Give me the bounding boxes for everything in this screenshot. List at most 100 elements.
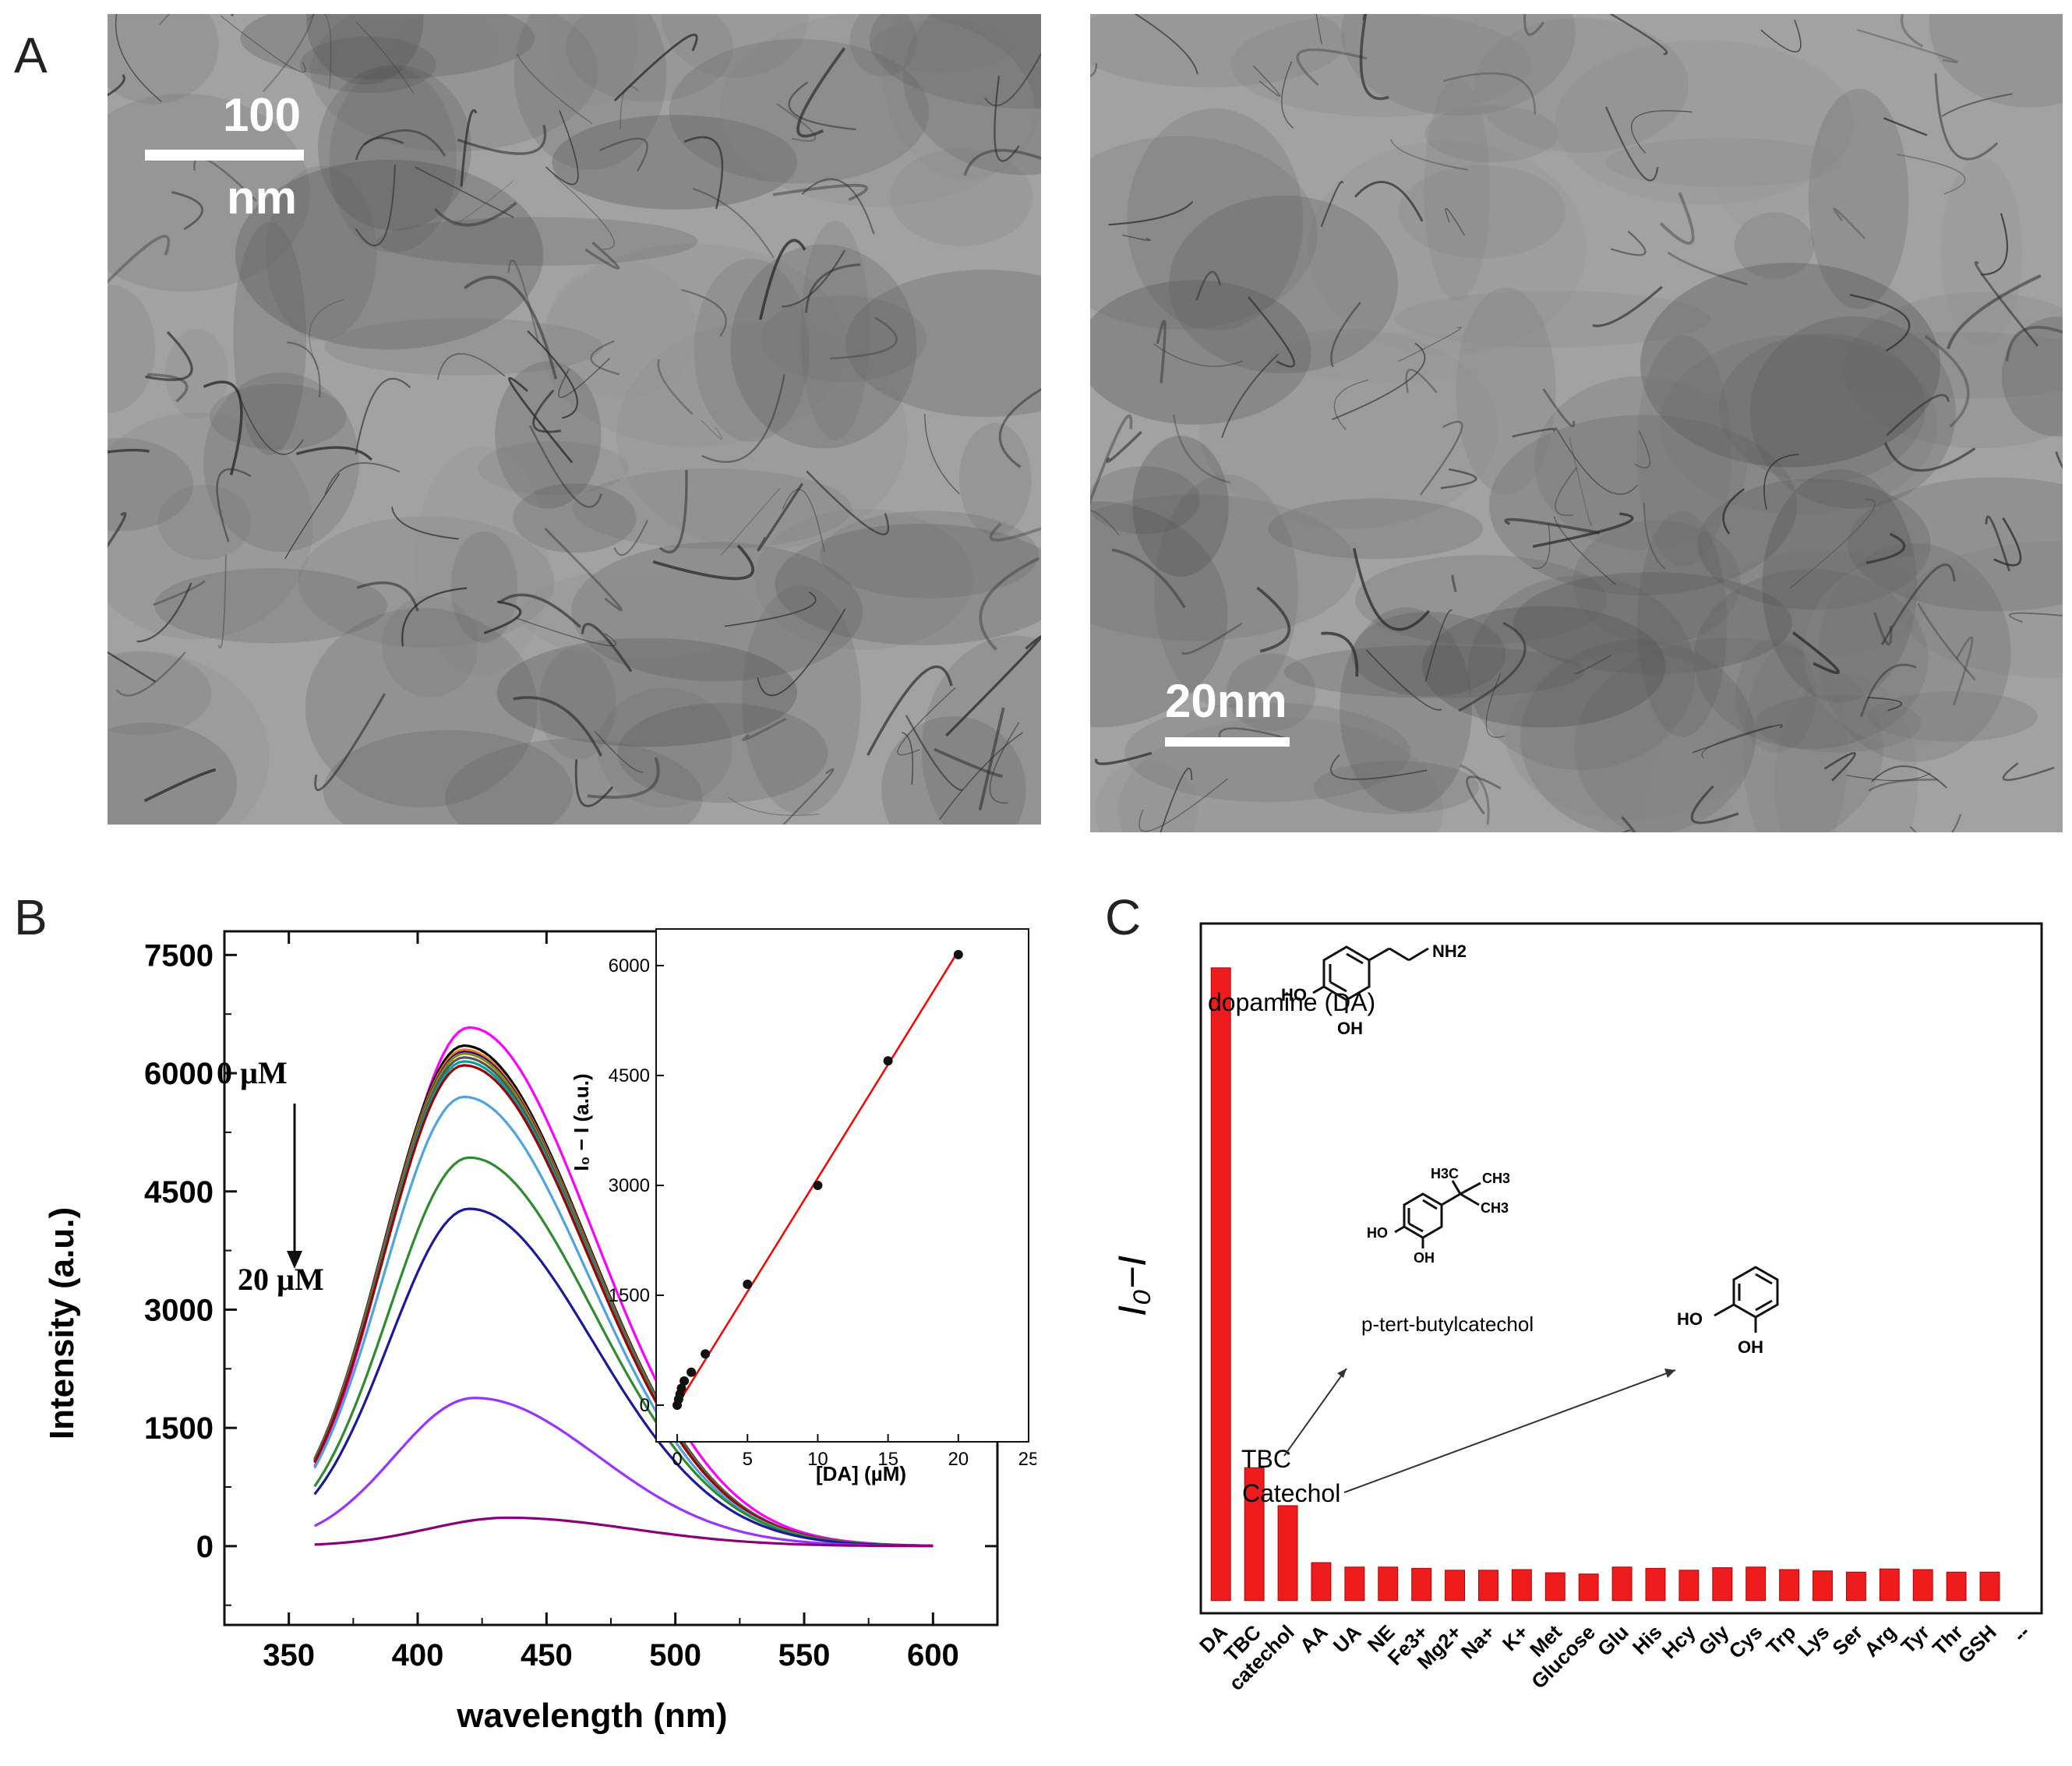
inset-y-tick-label: 6000: [609, 955, 650, 977]
tem-micrograph-left: 100 nm: [108, 14, 1041, 825]
micrograph-wrinkle: [613, 34, 698, 102]
micrograph-wrinkle: [217, 554, 227, 649]
micrograph-wrinkle: [1523, 14, 1545, 36]
micrograph-wrinkle: [1985, 515, 2010, 572]
micrograph-wrinkle: [2005, 326, 2063, 362]
y-tick-label: 0: [196, 1530, 214, 1564]
inset-data-point: [883, 1056, 893, 1066]
x-tick-label: GSH: [1954, 1620, 2001, 1668]
micrograph-wrinkle: [1330, 754, 1428, 780]
arrow-tbc: [1283, 1368, 1347, 1457]
micrograph-wrinkle: [220, 15, 306, 73]
micrograph-wrinkle: [1592, 285, 1663, 327]
bar: [1611, 1566, 1633, 1602]
micrograph-flake: [538, 646, 616, 760]
tem-micrograph-right: 20nm: [1090, 14, 2063, 832]
micrograph-flake: [669, 39, 930, 184]
tem-texture-right: [1090, 14, 2063, 832]
micrograph-flake: [572, 468, 852, 549]
tbc-h3c: H3C: [1431, 1166, 1459, 1181]
micrograph-wrinkle: [1195, 270, 1222, 301]
micrograph-flake: [1868, 691, 2038, 742]
x-tick-label: 350: [263, 1638, 315, 1672]
micrograph-wrinkle: [924, 414, 960, 495]
micrograph-wrinkle: [2008, 612, 2063, 623]
micrograph-wrinkle: [1630, 110, 1693, 154]
micrograph-flake: [1901, 541, 2063, 678]
micrograph-wrinkle: [146, 373, 189, 403]
micrograph-wrinkle: [1980, 213, 2008, 276]
micrograph-flake: [1340, 607, 1472, 812]
inset-data-point: [679, 1376, 690, 1386]
micrograph-wrinkle: [1866, 532, 1906, 565]
micrograph-flake: [719, 14, 1035, 207]
micrograph-flake: [1848, 477, 2063, 612]
micrograph-wrinkle: [1789, 499, 1876, 589]
bar: [1478, 1570, 1498, 1602]
micrograph-flake: [1132, 436, 1229, 577]
micrograph-wrinkle: [1296, 48, 1368, 87]
micrograph-flake: [1424, 105, 1558, 163]
micrograph-wrinkle: [1531, 522, 1551, 570]
micrograph-wrinkle: [1886, 394, 1950, 436]
micrograph-wrinkle: [994, 76, 1020, 162]
micrograph-wrinkle: [657, 358, 694, 415]
bar: [1712, 1567, 1733, 1602]
arrow-tbc-head: [1337, 1369, 1347, 1378]
micrograph-wrinkle: [355, 378, 411, 455]
micrograph-wrinkle: [1569, 437, 1592, 526]
micrograph-flake: [1804, 556, 2012, 746]
micrograph-flake: [552, 115, 798, 210]
micrograph-flake: [324, 318, 603, 376]
bar: [1244, 1467, 1265, 1602]
x-tick-label: Tyr: [1896, 1620, 1933, 1658]
micrograph-wrinkle: [262, 14, 315, 93]
micrograph-wrinkle: [1314, 14, 1322, 44]
micrograph-wrinkle: [613, 520, 648, 556]
micrograph-flake: [1520, 639, 1756, 832]
micrograph-wrinkle: [1610, 230, 1647, 256]
micrograph-wrinkle: [1095, 751, 1152, 765]
micrograph-wrinkle: [558, 358, 610, 398]
micrograph-flake: [1398, 164, 1566, 259]
x-tick-label: 600: [907, 1638, 959, 1672]
micrograph-wrinkle: [324, 462, 401, 495]
arrow-catechol-head: [1664, 1369, 1675, 1378]
spectrum-line: [313, 1397, 934, 1548]
micrograph-flake: [298, 516, 555, 648]
c-y-axis-title: I₀−I: [1110, 1256, 1154, 1316]
micrograph-wrinkle: [934, 747, 1003, 779]
micrograph-flake: [1749, 316, 1956, 509]
micrograph-flake: [1637, 510, 1728, 737]
micrograph-flake: [1697, 479, 1931, 610]
y-tick-label: 4500: [144, 1175, 214, 1210]
micrograph-wrinkle: [720, 488, 781, 556]
micrograph-flake: [1693, 569, 1929, 749]
micrograph-wrinkle: [938, 732, 1023, 821]
bar: [1411, 1567, 1432, 1602]
micrograph-wrinkle: [1883, 117, 1928, 136]
micrograph-flake: [317, 65, 471, 231]
micrograph-flake: [1227, 653, 1316, 732]
micrograph-flake: [1308, 140, 1587, 355]
micrograph-wrinkle: [1320, 181, 1344, 228]
bar: [1779, 1569, 1800, 1602]
inset-data-point: [743, 1279, 753, 1289]
inset-data-point: [687, 1367, 697, 1377]
x-tick-label: 550: [778, 1638, 831, 1672]
micrograph-wrinkle: [1873, 612, 1893, 646]
micrograph-wrinkle: [574, 759, 614, 807]
micrograph-wrinkle: [1634, 430, 1650, 468]
micrograph-wrinkle: [507, 259, 540, 344]
micrograph-flake: [890, 148, 1033, 246]
micrograph-wrinkle: [513, 696, 603, 757]
inset-fit-line: [676, 950, 959, 1406]
bar: [1511, 1569, 1532, 1602]
micrograph-flake: [266, 165, 377, 341]
micrograph-wrinkle: [587, 757, 660, 799]
micrograph-wrinkle: [728, 796, 820, 816]
micrograph-wrinkle: [1622, 829, 1632, 832]
bar: [1544, 1572, 1565, 1602]
bar: [1912, 1569, 1933, 1602]
micrograph-flake: [305, 608, 538, 808]
